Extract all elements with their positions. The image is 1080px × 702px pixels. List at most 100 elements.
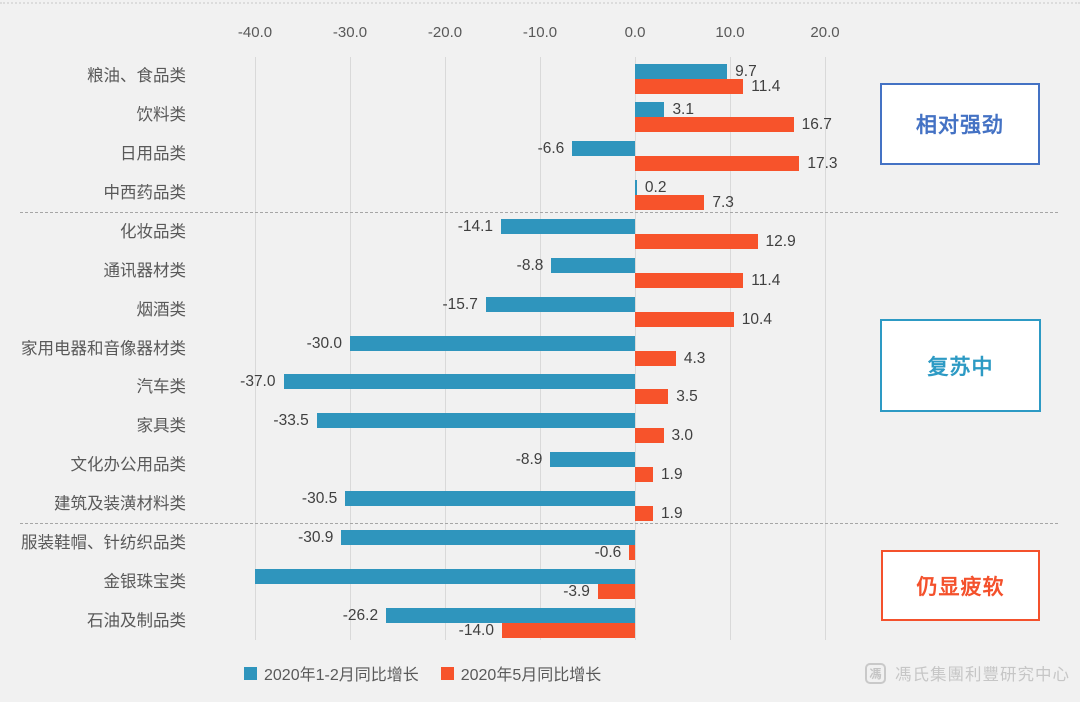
value-label: 16.7 [801,116,832,134]
bar-series2-row2 [635,117,794,133]
bar-series2-row4 [635,195,705,211]
bar-series2-row14 [597,583,635,599]
bar-series2-row9 [635,389,669,405]
group-separator-line [20,212,1058,214]
value-label: 3.0 [671,427,694,445]
value-label: 3.5 [676,388,698,406]
bar-series1-row11 [550,452,635,468]
value-label: -30.9 [298,528,334,546]
annotation-box-recovering: 复苏中 [880,319,1041,412]
category-label: 烟酒类 [136,300,187,319]
annotation-box-still-weak: 仍显疲软 [881,550,1040,621]
gridline-10 [730,57,731,640]
value-label: 4.3 [683,349,706,367]
bar-series1-row14 [255,568,635,584]
x-tick-label: -40.0 [237,24,273,41]
category-label: 石油及制品类 [87,611,186,630]
bar-series1-row9 [283,374,635,390]
annotation-label: 复苏中 [927,355,994,379]
x-tick-label: 10.0 [715,24,745,41]
bar-series2-row7 [635,311,734,327]
fung-group-logo-icon: 馮 [865,662,886,684]
watermark: 馮 馮氏集團利豐研究中心 [865,661,1070,685]
value-label: -8.9 [515,451,543,469]
category-label: 服装鞋帽、针纺织品类 [21,533,186,552]
top-dotted-divider [0,2,1080,4]
value-label: 17.3 [807,155,838,173]
bar-series1-row7 [485,296,635,312]
legend-item-janfeb: 2020年1-2月同比增长 [244,661,419,685]
bar-series1-row8 [350,335,635,351]
bar-series1-row15 [386,607,635,623]
annotation-label: 相对强劲 [916,114,1004,137]
bar-series2-row6 [635,272,744,288]
category-label: 家具类 [136,417,187,436]
value-label: -14.0 [458,621,494,639]
value-label: -30.0 [306,334,342,352]
value-label: 11.4 [751,77,781,95]
bar-series1-row3 [572,141,635,157]
bar-series2-row1 [635,78,744,94]
value-label: 1.9 [661,466,683,484]
x-tick-label: -30.0 [332,24,368,41]
group-separator-line [20,523,1058,525]
value-label: -0.6 [594,543,622,561]
bar-series2-row15 [502,622,635,638]
value-label: -30.5 [301,490,338,508]
x-tick-label: -10.0 [522,24,558,41]
category-label: 金银珠宝类 [103,572,187,591]
value-label: 7.3 [712,194,734,212]
bar-series1-row2 [635,102,665,118]
value-label: 1.9 [661,505,683,523]
category-label: 家用电器和音像器材类 [21,339,186,358]
bar-series2-row12 [635,506,654,522]
x-tick-label: -20.0 [427,24,463,41]
bar-series1-row12 [345,491,635,507]
category-label: 建筑及装潢材料类 [54,494,186,513]
category-label: 化妆品类 [120,222,186,241]
gridline-0 [635,57,636,640]
gridline-20 [825,57,826,640]
bar-series1-row4 [635,180,637,196]
gridline--40 [255,57,256,640]
legend-swatch-blue [244,666,257,680]
watermark-text: 馮氏集團利豐研究中心 [895,666,1070,684]
bar-series1-row1 [635,63,728,79]
value-label: 3.1 [672,101,694,119]
value-label: 10.4 [741,310,772,328]
bar-series1-row13 [341,529,635,545]
legend-swatch-orange [440,666,454,680]
bar-series2-row10 [635,428,664,444]
legend-label: 2020年5月同比增长 [460,667,602,684]
category-label: 日用品类 [120,145,186,164]
category-label: 汽车类 [136,378,187,397]
bar-series2-row11 [635,467,654,483]
bar-series2-row3 [635,156,800,172]
x-tick-label: 20.0 [810,24,840,41]
value-label: -3.9 [563,582,590,600]
value-label: -14.1 [457,217,494,235]
value-label: -33.5 [273,412,309,430]
bar-series2-row8 [635,350,676,366]
x-tick-label: 0.0 [624,24,646,41]
category-label: 饮料类 [136,106,187,125]
value-label: -15.7 [442,295,478,313]
bar-series1-row10 [316,413,635,429]
value-label: 11.4 [751,271,781,289]
annotation-box-relatively-strong: 相对强劲 [880,83,1040,165]
bar-series1-row6 [551,257,635,273]
annotation-label: 仍显疲软 [916,575,1005,599]
value-label: -8.8 [516,256,544,274]
value-label: -37.0 [240,373,276,391]
value-label: 9.7 [735,62,757,80]
category-label: 中西药品类 [103,184,187,203]
category-label: 粮油、食品类 [87,67,186,86]
category-label: 通讯器材类 [103,261,187,280]
legend-item-may: 2020年5月同比增长 [440,661,602,685]
bar-series2-row13 [629,544,635,560]
value-label: -26.2 [342,606,379,624]
legend-label: 2020年1-2月同比增长 [264,667,419,684]
value-label: 0.2 [644,179,667,197]
value-label: 12.9 [765,232,796,250]
